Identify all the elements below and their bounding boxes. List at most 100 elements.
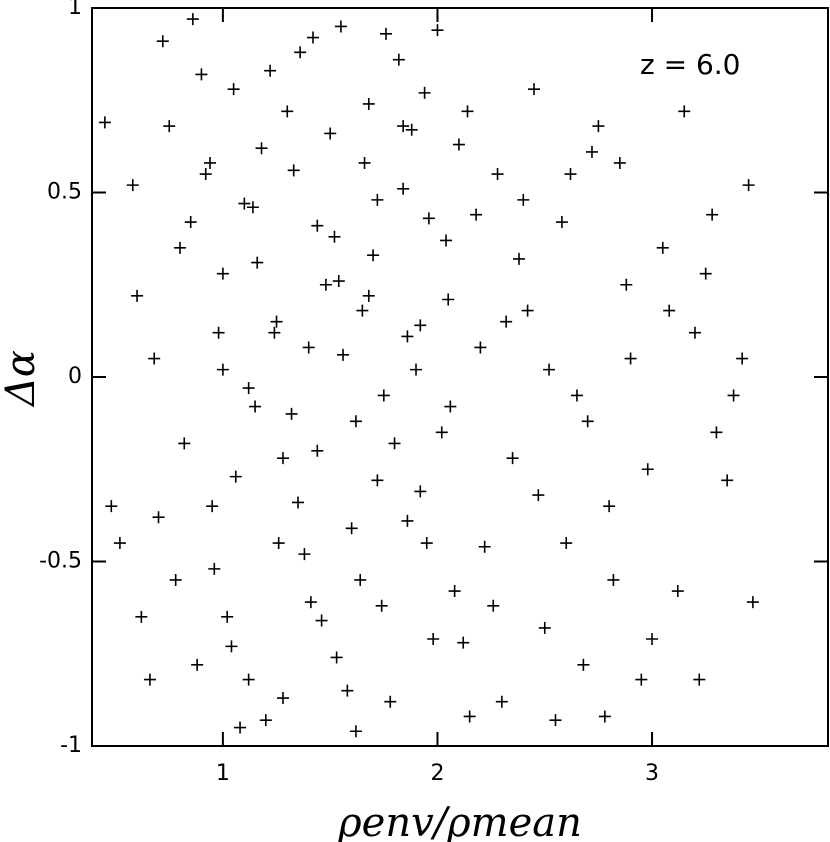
point [216,363,229,376]
point [517,193,530,206]
point [113,537,126,550]
point [276,692,289,705]
point [285,407,298,420]
point [392,53,405,66]
point [663,304,676,317]
point [294,46,307,59]
point [699,267,712,280]
point [349,415,362,428]
point [238,197,251,210]
point [184,216,197,229]
point [435,426,448,439]
point [195,68,208,81]
point [242,382,255,395]
point [319,278,332,291]
point [362,97,375,110]
point [255,142,268,155]
point [564,168,577,181]
point [216,267,229,280]
point [549,714,562,727]
point [212,326,225,339]
point [98,116,111,129]
point [384,695,397,708]
point [397,182,410,195]
point [420,537,433,550]
point [131,289,144,302]
point [624,352,637,365]
point [570,389,583,402]
point [246,201,259,214]
point [173,241,186,254]
point [401,514,414,527]
annotation: z = 6.0 [640,48,741,81]
point [388,437,401,450]
point [500,315,513,328]
point [422,212,435,225]
point [706,208,719,221]
point [598,710,611,723]
point [356,304,369,317]
point [671,585,684,598]
point [427,632,440,645]
point [354,573,367,586]
point [678,105,691,118]
point [742,179,755,192]
point [272,537,285,550]
point [367,249,380,262]
point [225,640,238,653]
point [585,145,598,158]
point [208,562,221,575]
point [377,389,390,402]
point [259,714,272,727]
x-tick-label: 2 [430,761,444,786]
point [727,389,740,402]
y-tick-label: -1 [60,733,82,758]
y-tick-label: 1 [68,0,82,20]
point [463,710,476,723]
point [199,168,212,181]
point [105,500,118,513]
point [513,252,526,265]
point [349,725,362,738]
point [186,13,199,26]
point [311,219,324,232]
point [337,348,350,361]
point [143,673,156,686]
plot-frame [91,7,829,747]
point [302,341,315,354]
point [362,289,375,302]
point [371,474,384,487]
point [440,234,453,247]
point [206,500,219,513]
point [555,216,568,229]
point [410,363,423,376]
point [328,230,341,243]
point [414,319,427,332]
point [332,275,345,288]
point [736,352,749,365]
point [204,156,217,169]
point [249,400,262,413]
point [461,105,474,118]
point [163,120,176,133]
point [311,444,324,457]
point [693,673,706,686]
point [307,31,320,44]
point [491,168,504,181]
point [178,437,191,450]
point [592,120,605,133]
point [227,83,240,96]
point [221,610,234,623]
point [688,326,701,339]
point [444,400,457,413]
y-tick-label: -0.5 [39,549,82,574]
point [371,193,384,206]
point [470,208,483,221]
point [264,64,277,77]
point [126,179,139,192]
point [379,27,392,40]
point [620,278,633,291]
point [169,573,182,586]
